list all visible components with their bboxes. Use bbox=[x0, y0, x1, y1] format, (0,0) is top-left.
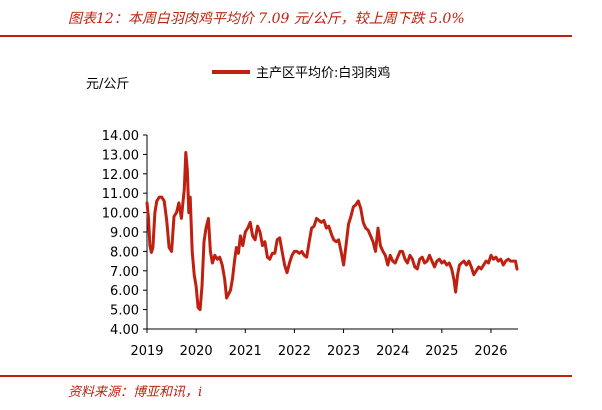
x-axis-ticks: 2019 2020 2021 2022 2023 2024 2025 2026 bbox=[130, 329, 508, 359]
y-tick-label: 4.00 bbox=[110, 323, 139, 338]
y-tick-label: 9.00 bbox=[110, 226, 139, 241]
chart-legend: 主产区平均价:白羽肉鸡 bbox=[212, 65, 390, 81]
source-rule bbox=[0, 375, 572, 377]
y-tick-label: 13.00 bbox=[102, 148, 139, 163]
y-tick-label: 10.00 bbox=[102, 207, 139, 222]
y-tick-label: 11.00 bbox=[102, 187, 139, 202]
y-tick-label: 8.00 bbox=[110, 245, 139, 260]
title-rule bbox=[0, 35, 572, 37]
source-note: 资料来源：博亚和讯，i bbox=[68, 385, 203, 400]
y-tick-label: 7.00 bbox=[110, 265, 139, 280]
figure-title: 图表12：本周白羽肉鸡平均价 7.09 元/公斤，较上周下跌 5.0% bbox=[68, 11, 465, 27]
price-series-line bbox=[145, 151, 519, 312]
y-axis-unit: 元/公斤 bbox=[86, 77, 129, 92]
x-tick-label: 2022 bbox=[278, 344, 311, 359]
y-tick-label: 14.00 bbox=[102, 129, 139, 144]
x-tick-label: 2026 bbox=[474, 344, 507, 359]
x-tick-label: 2019 bbox=[130, 344, 163, 359]
price-line-chart: 主产区平均价:白羽肉鸡 元/公斤 4.00 5.00 6.00 7.00 8.00 9.0… bbox=[86, 65, 519, 359]
legend-label: 主产区平均价:白羽肉鸡 bbox=[256, 65, 390, 81]
x-tick-label: 2024 bbox=[376, 344, 409, 359]
y-tick-label: 12.00 bbox=[102, 168, 139, 183]
y-tick-label: 6.00 bbox=[110, 284, 139, 299]
x-tick-label: 2023 bbox=[327, 344, 360, 359]
x-tick-label: 2021 bbox=[229, 344, 262, 359]
y-axis-ticks: 4.00 5.00 6.00 7.00 8.00 9.00 10.00 11.00 12.00 1… bbox=[102, 129, 147, 338]
x-tick-label: 2025 bbox=[425, 344, 458, 359]
x-tick-label: 2020 bbox=[180, 344, 213, 359]
y-tick-label: 5.00 bbox=[110, 304, 139, 319]
